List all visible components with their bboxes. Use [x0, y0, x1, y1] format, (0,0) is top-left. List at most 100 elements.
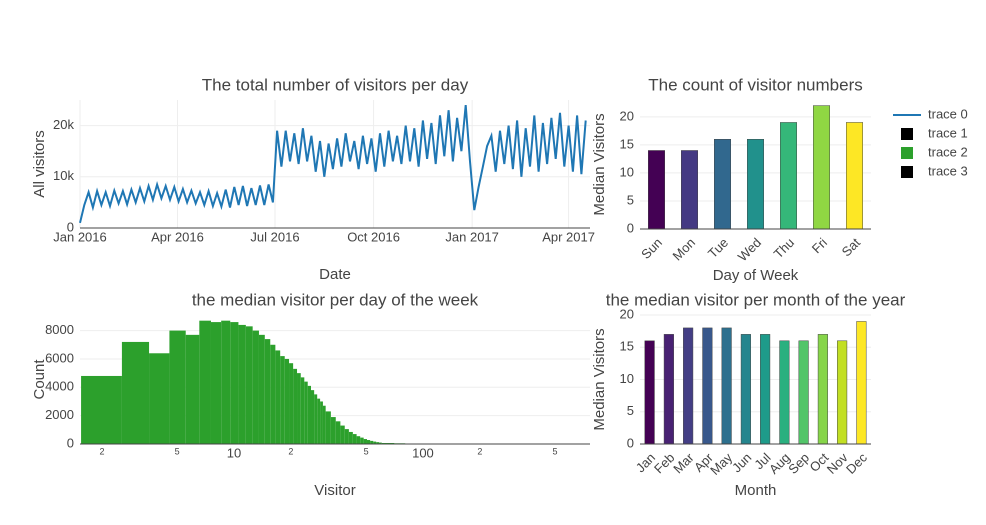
- bar: [721, 327, 732, 445]
- bar: [813, 105, 830, 230]
- y-tick-label: 10: [620, 164, 634, 179]
- histogram-bar: [300, 377, 305, 444]
- x-tick-label: Dec: [843, 450, 870, 477]
- histogram-bar: [238, 324, 246, 444]
- chart-title: the median visitor per day of the week: [192, 290, 479, 309]
- histogram-bar: [348, 431, 353, 444]
- x-axis-title: Date: [319, 266, 351, 283]
- histogram-bar: [280, 356, 285, 444]
- x-tick-label: Jan 2016: [53, 229, 107, 244]
- histogram-bar: [264, 339, 271, 444]
- histogram-bar: [293, 368, 298, 444]
- bar: [817, 334, 828, 445]
- x-axis-title: Month: [735, 482, 777, 499]
- y-tick-label: 5: [627, 192, 634, 207]
- x-tick-label: Fri: [809, 235, 830, 256]
- chart-title: the median visitor per month of the year: [606, 290, 906, 309]
- y-tick-label: 2000: [45, 407, 74, 422]
- x-tick-label: 10: [227, 445, 241, 460]
- y-tick-label: 0: [67, 435, 74, 450]
- y-tick-label: 0: [627, 435, 634, 450]
- y-tick-label: 0: [67, 219, 74, 234]
- bar: [714, 139, 731, 230]
- bar: [856, 321, 867, 445]
- y-tick-label: 20k: [53, 117, 74, 132]
- histogram-bar: [379, 442, 382, 444]
- legend-swatch: [901, 128, 913, 140]
- x-tick-label: Sun: [638, 235, 665, 262]
- histogram-bar: [366, 440, 371, 444]
- legend-label: trace 0: [928, 106, 968, 121]
- bar: [837, 340, 848, 445]
- chart-title: The count of visitor numbers: [648, 75, 862, 94]
- bar: [747, 139, 764, 230]
- x-tick-label: Oct 2016: [347, 229, 400, 244]
- histogram-bar: [320, 401, 323, 444]
- y-tick-label: 8000: [45, 322, 74, 337]
- histogram-bar: [169, 330, 186, 444]
- x-tick-label: Thu: [771, 235, 797, 261]
- bar: [846, 122, 863, 230]
- bar: [648, 150, 665, 230]
- y-tick-label: 15: [620, 136, 634, 151]
- y-tick-label: 6000: [45, 350, 74, 365]
- histogram-bar: [330, 417, 336, 444]
- bar: [740, 334, 751, 445]
- x-tick-label: Mon: [670, 235, 698, 263]
- y-tick-label: 20: [620, 306, 634, 321]
- histogram-bar: [310, 390, 315, 444]
- y-axis-title: Median Visitors: [591, 328, 608, 430]
- x-tick-label: 5: [364, 446, 369, 456]
- bar: [663, 334, 674, 445]
- x-tick-label: Sat: [839, 235, 864, 260]
- histogram-bar: [81, 375, 122, 444]
- y-tick-label: 10: [620, 371, 634, 386]
- histogram-bar: [344, 429, 349, 444]
- histogram-bar: [376, 442, 380, 444]
- y-axis-title: All visitors: [31, 130, 48, 198]
- y-axis-title: Count: [31, 359, 48, 400]
- histogram-bar: [270, 344, 276, 444]
- histogram-bar: [297, 373, 301, 444]
- x-tick-label: Jul 2016: [250, 229, 299, 244]
- x-tick-label: Jun: [729, 450, 754, 475]
- x-tick-label: Wed: [735, 235, 764, 264]
- x-tick-label: 2: [288, 446, 293, 456]
- histogram-bar: [335, 421, 341, 444]
- legend-swatch: [901, 147, 913, 159]
- histogram-bar: [325, 411, 331, 444]
- x-tick-label: Jan 2017: [445, 229, 499, 244]
- y-tick-label: 15: [620, 339, 634, 354]
- bar: [683, 327, 694, 445]
- bar: [681, 150, 698, 230]
- histogram-bar: [252, 330, 259, 444]
- y-tick-label: 0: [627, 220, 634, 235]
- legend-label: trace 2: [928, 144, 968, 159]
- x-axis-title: Day of Week: [713, 267, 799, 284]
- bar: [798, 340, 809, 445]
- x-tick-label: 100: [412, 445, 434, 460]
- histogram-bar: [230, 322, 239, 444]
- histogram-bar: [340, 425, 345, 444]
- histogram-bar: [307, 385, 311, 444]
- histogram-bar: [317, 398, 321, 444]
- histogram-bar: [199, 320, 211, 444]
- histogram-bar: [373, 441, 377, 444]
- x-tick-label: 5: [552, 446, 557, 456]
- histogram-bar: [149, 353, 170, 444]
- line: [79, 105, 587, 224]
- legend-swatch: [901, 166, 913, 178]
- bar: [780, 122, 797, 230]
- y-tick-label: 4000: [45, 379, 74, 394]
- bar: [644, 340, 655, 445]
- x-tick-label: Apr 2017: [542, 229, 595, 244]
- histogram-bar: [245, 326, 253, 444]
- histogram-bar: [275, 350, 281, 444]
- histogram-bar: [210, 322, 222, 444]
- histogram-bar: [284, 358, 290, 444]
- x-tick-label: 2: [477, 446, 482, 456]
- chart-title: The total number of visitors per day: [202, 75, 469, 94]
- histogram-bar: [370, 440, 374, 444]
- legend-label: trace 3: [928, 163, 968, 178]
- y-axis-title: Median Visitors: [591, 113, 608, 215]
